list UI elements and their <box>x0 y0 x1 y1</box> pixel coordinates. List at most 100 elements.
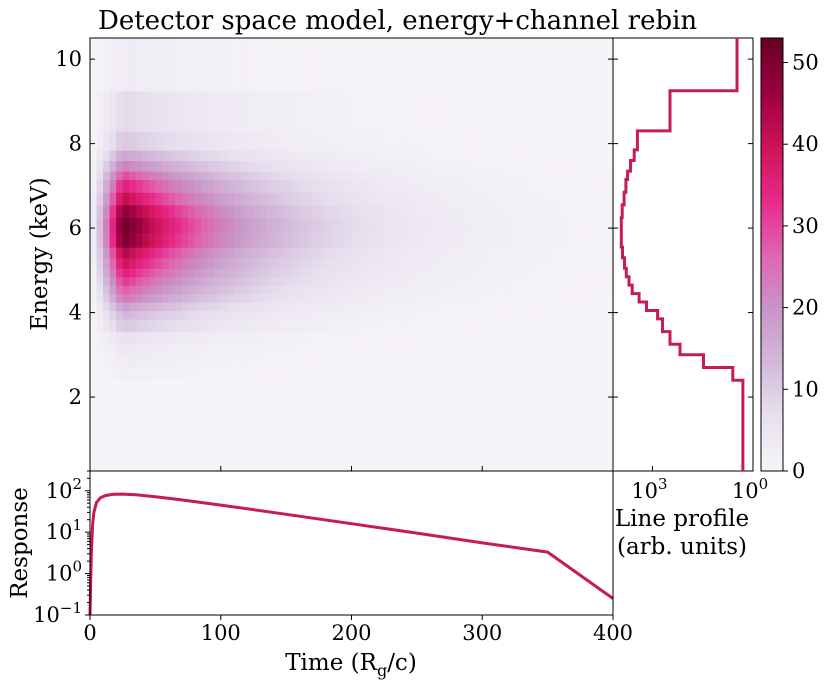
heatmap-cell <box>377 293 385 303</box>
heatmap-cell <box>259 204 268 219</box>
heatmap-cell <box>462 192 470 206</box>
heatmap-cell <box>501 310 509 320</box>
heatmap-cell <box>377 247 385 259</box>
heatmap-cell <box>351 171 359 181</box>
heatmap-cell <box>266 344 274 356</box>
heatmap-cell <box>207 302 215 312</box>
heatmap-cell <box>201 293 209 303</box>
heatmap-cell <box>240 310 248 320</box>
heatmap-cell <box>377 192 385 206</box>
heatmap-cell <box>312 257 320 269</box>
heatmap-cell <box>488 149 496 162</box>
heatmap-cell <box>443 257 451 269</box>
heatmap-cell <box>371 344 379 356</box>
heatmap-cell <box>299 192 307 206</box>
heatmap-cell <box>96 257 104 269</box>
heatmap-cell <box>273 318 281 333</box>
heatmap-cell <box>318 247 326 259</box>
heatmap-cell <box>508 257 516 269</box>
heatmap-cell <box>286 90 294 132</box>
heatmap-cell <box>90 217 98 233</box>
heatmap-cell <box>266 232 274 248</box>
heatmap-cell <box>403 310 411 320</box>
heatmap-cell <box>259 149 268 162</box>
heatmap-cell <box>449 149 457 162</box>
heatmap-cell <box>358 257 366 269</box>
heatmap-cell <box>201 232 209 248</box>
heatmap-cell <box>246 302 255 312</box>
heatmap-cell <box>495 232 503 248</box>
heatmap-cell <box>344 310 353 320</box>
heatmap-cell <box>201 38 209 92</box>
heatmap-cell <box>501 130 509 151</box>
heatmap-cell <box>240 149 248 162</box>
heatmap-cell <box>534 232 542 248</box>
heatmap-cell <box>207 38 215 92</box>
heatmap-cell <box>188 179 196 193</box>
heatmap-cell <box>240 171 248 181</box>
heatmap-cell <box>554 247 562 259</box>
heatmap-cell <box>501 257 509 269</box>
heatmap-cell <box>240 331 248 345</box>
heatmap-cell <box>181 310 189 320</box>
heatmap-cell <box>168 247 176 259</box>
heatmap-cell <box>168 204 176 219</box>
heatmap-cell <box>586 285 594 295</box>
energy-tick-label: 2 <box>69 385 82 409</box>
heatmap-cell <box>331 276 340 286</box>
heatmap-cell <box>181 171 189 181</box>
heatmap-cell <box>201 160 209 172</box>
heatmap-cell <box>358 247 366 259</box>
heatmap-cell <box>142 354 150 369</box>
heatmap-cell <box>586 257 594 269</box>
heatmap-cell <box>338 293 346 303</box>
heatmap-cell <box>233 179 241 193</box>
heatmap-cell <box>416 149 425 162</box>
heatmap-cell <box>495 149 503 162</box>
heatmap-cell <box>397 268 405 278</box>
heatmap-cell <box>129 179 137 193</box>
heatmap-cell <box>299 217 307 233</box>
heatmap-cell <box>259 310 268 320</box>
heatmap-cell <box>266 179 274 193</box>
heatmap-cell <box>90 310 98 320</box>
heatmap-cell <box>201 257 209 269</box>
heatmap-cell <box>429 257 438 269</box>
heatmap-cell <box>528 268 536 278</box>
heatmap-cell <box>135 217 143 233</box>
heatmap-cell <box>456 130 464 151</box>
heatmap-cell <box>292 310 300 320</box>
heatmap-cell <box>109 130 117 151</box>
heatmap-cell <box>416 130 425 151</box>
heatmap-cell <box>122 302 130 312</box>
heatmap-cell <box>96 354 104 369</box>
heatmap-cell <box>593 171 601 181</box>
heatmap-cell <box>606 160 614 172</box>
heatmap-cell <box>279 367 287 381</box>
heatmap-cell <box>390 285 398 295</box>
heatmap-cell <box>403 171 411 181</box>
heatmap-cell <box>521 276 529 286</box>
heatmap-cell <box>227 302 235 312</box>
heatmap-cell <box>273 302 281 312</box>
heatmap-cell <box>443 302 451 312</box>
heatmap-cell <box>475 232 483 248</box>
heatmap-cell <box>103 217 111 233</box>
heatmap-cell <box>240 204 248 219</box>
heatmap-cell <box>233 38 241 92</box>
heatmap-cell <box>377 318 385 333</box>
heatmap-cell <box>482 247 490 259</box>
heatmap-cell <box>286 257 294 269</box>
heatmap-cell <box>331 268 340 278</box>
heatmap-cell <box>161 302 170 312</box>
heatmap-cell <box>129 192 137 206</box>
heatmap-cell <box>116 344 124 356</box>
heatmap-cell <box>390 318 398 333</box>
heatmap-cell <box>312 302 320 312</box>
heatmap-cell <box>201 318 209 333</box>
heatmap-cell <box>528 318 536 333</box>
heatmap-cell <box>436 149 444 162</box>
heatmap-cell <box>436 192 444 206</box>
heatmap-cell <box>469 204 477 219</box>
